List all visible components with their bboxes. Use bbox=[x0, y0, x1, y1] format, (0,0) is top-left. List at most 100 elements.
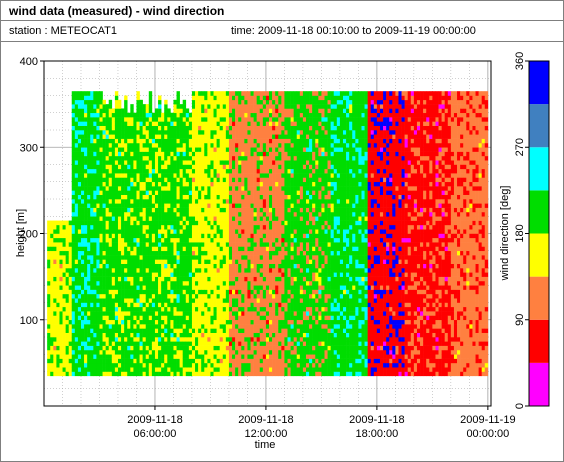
heatmap-cell bbox=[225, 199, 230, 204]
heatmap-cell bbox=[124, 224, 128, 230]
heatmap-cell bbox=[247, 138, 251, 144]
heatmap-cell bbox=[222, 95, 227, 101]
heatmap-cell bbox=[167, 276, 171, 282]
heatmap-cell bbox=[253, 298, 257, 303]
heatmap-cell bbox=[176, 250, 180, 256]
heatmap-cell bbox=[195, 367, 199, 372]
heatmap-cell bbox=[167, 190, 171, 195]
heatmap-cell bbox=[179, 160, 183, 165]
heatmap-cell bbox=[136, 298, 140, 303]
heatmap-cell bbox=[80, 108, 85, 114]
heatmap-cell bbox=[124, 280, 128, 286]
heatmap-cell bbox=[287, 164, 291, 170]
heatmap-cell bbox=[250, 203, 254, 208]
heatmap-cell bbox=[127, 324, 131, 329]
heatmap-cell bbox=[130, 117, 134, 122]
heatmap-cell bbox=[269, 349, 273, 355]
heatmap-cell bbox=[145, 177, 150, 183]
heatmap-cell bbox=[74, 371, 79, 377]
heatmap-cell bbox=[232, 285, 236, 290]
heatmap-cell bbox=[198, 155, 202, 161]
heatmap-cell bbox=[142, 190, 147, 195]
heatmap-cell bbox=[142, 341, 147, 346]
heatmap-cell bbox=[80, 121, 85, 126]
heatmap-cell bbox=[105, 203, 110, 208]
heatmap-cell bbox=[161, 280, 165, 286]
heatmap-cell bbox=[265, 285, 270, 290]
heatmap-cell bbox=[275, 91, 279, 96]
heatmap-cell bbox=[228, 302, 233, 308]
heatmap-cell bbox=[198, 276, 202, 282]
heatmap-cell bbox=[262, 147, 267, 152]
heatmap-cell bbox=[201, 289, 205, 295]
heatmap-cell bbox=[241, 255, 245, 260]
heatmap-cell bbox=[173, 181, 177, 187]
heatmap-cell bbox=[170, 147, 174, 152]
heatmap-cell bbox=[265, 280, 270, 286]
heatmap-cell bbox=[84, 371, 88, 377]
heatmap-cell bbox=[219, 250, 224, 256]
heatmap-cell bbox=[80, 280, 85, 286]
heatmap-cell bbox=[111, 151, 116, 157]
heatmap-cell bbox=[207, 250, 211, 256]
heatmap-cell bbox=[216, 147, 220, 152]
heatmap-cell bbox=[281, 268, 285, 273]
heatmap-cell bbox=[253, 104, 257, 109]
heatmap-cell bbox=[284, 289, 288, 295]
heatmap-cell bbox=[170, 121, 174, 126]
heatmap-cell bbox=[154, 285, 159, 290]
heatmap-cell bbox=[198, 328, 202, 333]
heatmap-cell bbox=[130, 306, 134, 312]
heatmap-cell bbox=[284, 203, 288, 208]
heatmap-cell bbox=[114, 280, 119, 286]
heatmap-cell bbox=[50, 233, 54, 239]
heatmap-cell bbox=[142, 224, 147, 230]
heatmap-cell bbox=[262, 216, 267, 221]
heatmap-cell bbox=[164, 302, 168, 308]
heatmap-cell bbox=[96, 242, 100, 247]
heatmap-cell bbox=[170, 298, 174, 303]
heatmap-cell bbox=[84, 220, 88, 226]
heatmap-cell bbox=[216, 112, 220, 118]
heatmap-cell bbox=[188, 250, 193, 256]
heatmap-cell bbox=[158, 104, 162, 109]
heatmap-cell bbox=[290, 315, 294, 321]
heatmap-cell bbox=[142, 121, 147, 126]
heatmap-cell bbox=[232, 345, 236, 351]
heatmap-cell bbox=[84, 130, 88, 135]
heatmap-cell bbox=[182, 293, 187, 299]
heatmap-cell bbox=[182, 216, 187, 221]
heatmap-cell bbox=[284, 246, 288, 252]
heatmap-cell bbox=[219, 168, 224, 174]
heatmap-cell bbox=[207, 268, 211, 273]
heatmap-cell bbox=[68, 362, 73, 368]
heatmap-cell bbox=[87, 224, 91, 230]
heatmap-cell bbox=[87, 181, 91, 187]
heatmap-cell bbox=[65, 367, 70, 372]
heatmap-cell bbox=[84, 341, 88, 346]
heatmap-cell bbox=[225, 168, 230, 174]
heatmap-cell bbox=[250, 345, 254, 351]
heatmap-cell bbox=[151, 302, 156, 308]
heatmap-cell bbox=[284, 311, 288, 316]
heatmap-cell bbox=[191, 371, 196, 377]
heatmap-cell bbox=[148, 233, 153, 239]
heatmap-cell bbox=[93, 142, 97, 148]
heatmap-cell bbox=[222, 233, 227, 239]
heatmap-cell bbox=[235, 358, 239, 364]
heatmap-cell bbox=[269, 177, 273, 183]
heatmap-cell bbox=[207, 272, 211, 277]
heatmap-cell bbox=[204, 138, 208, 144]
heatmap-cell bbox=[204, 99, 208, 105]
heatmap-cell bbox=[210, 246, 214, 252]
heatmap-cell bbox=[210, 173, 214, 178]
heatmap-cell bbox=[287, 190, 291, 195]
heatmap-cell bbox=[262, 319, 267, 325]
heatmap-cell bbox=[102, 332, 106, 338]
heatmap-cell bbox=[287, 207, 291, 213]
heatmap-cell bbox=[145, 306, 150, 312]
heatmap-cell bbox=[238, 186, 242, 191]
heatmap-cell bbox=[145, 130, 150, 135]
heatmap-cell bbox=[262, 302, 267, 308]
heatmap-cell bbox=[244, 298, 248, 303]
